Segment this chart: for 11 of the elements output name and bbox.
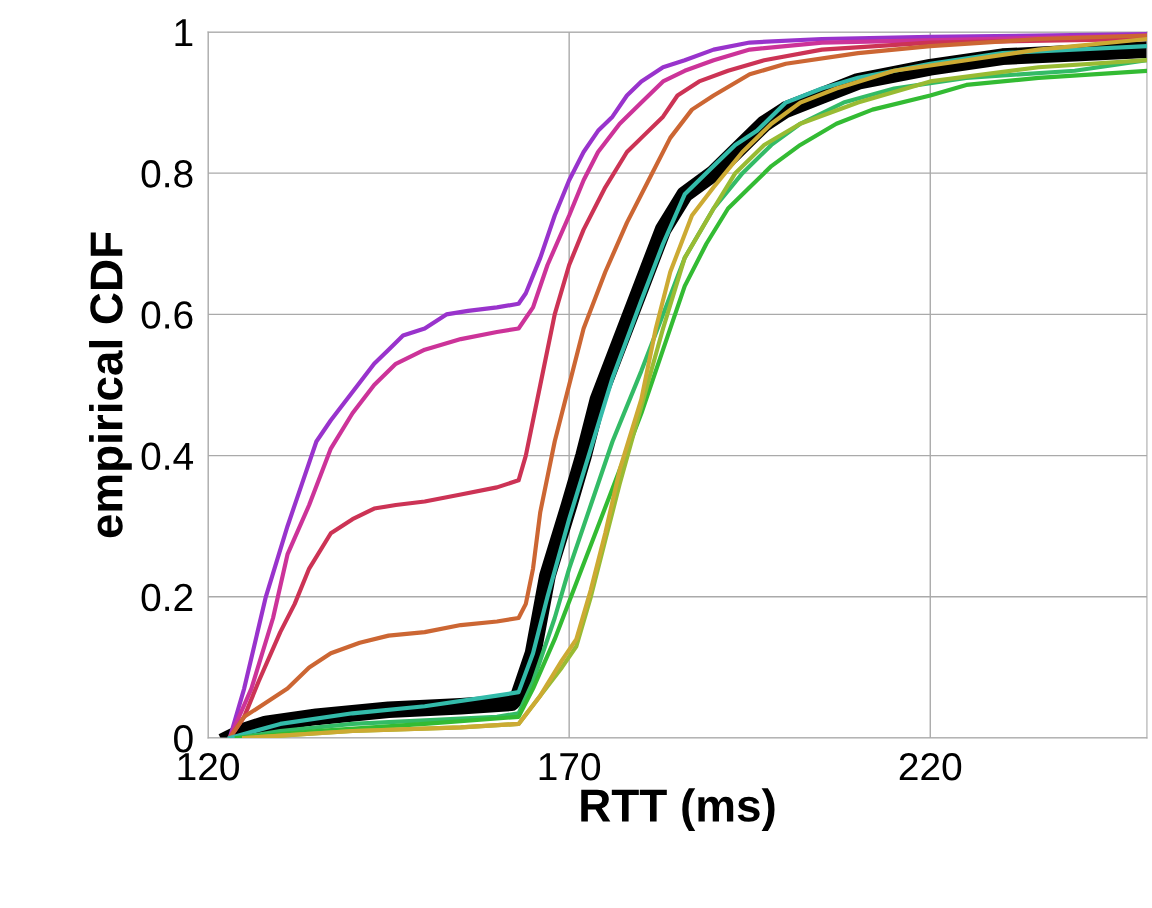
x-tick-label: 220 xyxy=(899,752,962,781)
y-tick-label: 0.8 xyxy=(141,160,193,188)
y-tick-label: 0 xyxy=(174,724,193,753)
y-tick-label: 1 xyxy=(175,19,193,47)
x-axis-title: RTT (ms) xyxy=(581,788,775,831)
y-axis-title: empirical CDF xyxy=(89,232,132,538)
y-tick-label: 0.2 xyxy=(141,583,193,612)
x-tick-label: 120 xyxy=(178,752,239,781)
x-tick-label: 170 xyxy=(539,752,601,781)
y-tick-label: 0.6 xyxy=(141,301,193,329)
y-tick-label: 0.4 xyxy=(141,442,194,471)
